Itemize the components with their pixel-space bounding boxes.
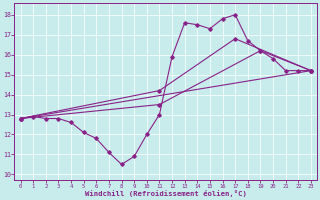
X-axis label: Windchill (Refroidissement éolien,°C): Windchill (Refroidissement éolien,°C) xyxy=(85,190,247,197)
